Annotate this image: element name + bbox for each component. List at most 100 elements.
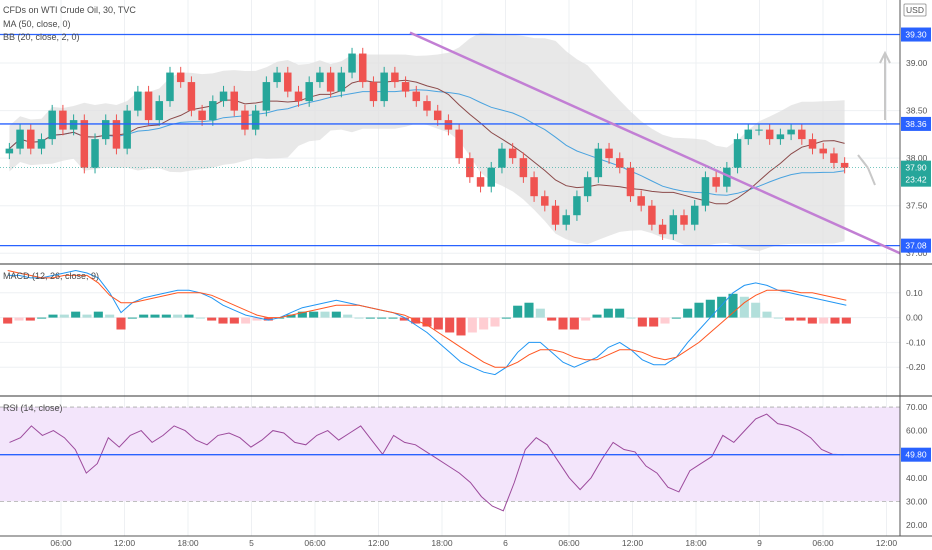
macd-histogram-bar <box>456 317 466 336</box>
time-tick-label: 5 <box>249 538 254 548</box>
candle-body <box>273 72 281 83</box>
rsi-tick-label: 20.00 <box>906 520 928 530</box>
macd-histogram-bar <box>739 296 749 318</box>
time-tick-label: 12:00 <box>622 538 644 548</box>
rsi-line <box>9 413 844 512</box>
bar-countdown-label: 23:42 <box>905 175 927 185</box>
macd-histogram-bar <box>592 314 602 318</box>
candle-body <box>690 205 699 225</box>
macd-histogram-bar <box>490 317 500 327</box>
time-tick-label: 12:00 <box>114 538 136 548</box>
candle-body <box>723 167 731 187</box>
macd-histogram-bar <box>207 317 217 321</box>
candle-body <box>830 153 838 163</box>
level-price-tag <box>901 238 931 253</box>
candle-body <box>476 177 485 187</box>
macd-histogram-bar <box>161 314 171 318</box>
candle-body <box>91 139 99 168</box>
chart-title: CFDs on WTI Crude Oil, 30, TVC <box>3 5 136 15</box>
candle-body <box>27 129 35 149</box>
candle-body <box>412 91 421 102</box>
time-tick-label: 06:00 <box>304 538 326 548</box>
rsi-panel[interactable] <box>0 406 900 512</box>
candle-body <box>680 215 688 225</box>
macd-histogram-bar <box>841 317 851 324</box>
candle-body <box>551 205 560 225</box>
macd-histogram-bar <box>422 317 432 327</box>
macd-histogram-bar <box>71 311 81 318</box>
candle-body <box>230 91 238 111</box>
macd-histogram-bar <box>173 314 183 318</box>
candle-body <box>669 215 678 235</box>
bb-indicator-label[interactable]: BB (20, close, 2, 0) <box>3 32 80 42</box>
macd-histogram-bar <box>694 302 704 318</box>
candle-body <box>5 148 14 154</box>
macd-histogram-bar <box>433 317 443 330</box>
candle-body <box>498 148 506 168</box>
rsi-tick-label: 40.00 <box>906 473 928 483</box>
candle-body <box>101 120 110 140</box>
macd-histogram-bar <box>819 317 829 324</box>
macd-histogram-bar <box>377 317 387 319</box>
currency-box[interactable] <box>903 3 927 17</box>
candle-body <box>508 148 517 159</box>
candle-body <box>123 110 131 149</box>
candle-body <box>808 139 817 149</box>
macd-histogram-bar <box>139 314 149 318</box>
macd-histogram-bar <box>309 311 319 318</box>
macd-panel[interactable] <box>3 269 851 376</box>
candle-body <box>423 101 431 111</box>
price-tick-label: 38.00 <box>906 153 928 163</box>
macd-histogram-bar <box>445 317 455 333</box>
macd-histogram-bar <box>762 311 772 318</box>
candle-body <box>519 158 528 178</box>
macd-histogram-bar <box>751 302 761 318</box>
macd-tick-label: 0.10 <box>906 288 923 298</box>
last-price-label: 37.90 <box>905 163 927 173</box>
candle-body <box>562 215 570 225</box>
macd-histogram-bar <box>25 317 35 321</box>
macd-histogram-bar <box>82 314 92 318</box>
macd-histogram-bar <box>637 317 647 327</box>
macd-histogram-bar <box>127 317 137 319</box>
time-tick-label: 06:00 <box>812 538 834 548</box>
macd-histogram-bar <box>286 314 296 318</box>
time-tick-label: 18:00 <box>685 538 707 548</box>
level-price-label: 38.36 <box>905 119 927 129</box>
macd-histogram-bar <box>218 317 228 324</box>
macd-histogram-bar <box>569 317 579 330</box>
macd-histogram-bar <box>649 317 659 327</box>
axis-labels: 39.00 38.50 38.00 37.50 37.00 0.10 0.00 -0.10 -0… <box>901 27 931 530</box>
macd-histogram-bar <box>785 317 795 321</box>
macd-histogram-bar <box>705 299 715 318</box>
candle-body <box>16 129 24 149</box>
signal-line <box>7 270 847 368</box>
time-tick-label: 06:00 <box>50 538 72 548</box>
candle-body <box>391 72 399 83</box>
price-panel[interactable] <box>0 31 901 255</box>
rsi-indicator-label[interactable]: RSI (14, close) <box>3 403 63 413</box>
macd-histogram-bar <box>184 314 194 318</box>
macd-histogram-bar <box>354 317 364 319</box>
candle-body <box>755 129 763 131</box>
projection-arrow-up-head <box>879 50 891 64</box>
candle-body <box>198 110 206 121</box>
candle-body <box>616 158 624 168</box>
candle-body <box>701 177 710 206</box>
macd-histogram-bar <box>331 311 341 318</box>
candle-body <box>819 148 827 154</box>
macd-histogram-bar <box>399 317 409 321</box>
candle-body <box>401 82 410 92</box>
candle-body <box>798 129 806 140</box>
macd-histogram-bar <box>547 317 557 321</box>
candle-body <box>541 196 549 206</box>
macd-histogram-bar <box>343 314 353 318</box>
macd-tick-label: 0.00 <box>906 313 923 323</box>
candle-body <box>455 129 463 159</box>
downtrend-line <box>409 31 901 255</box>
level-price-tag <box>901 116 931 131</box>
macd-histogram-bar <box>626 317 636 319</box>
macd-indicator-label[interactable]: MACD (12, 26, close, 9) <box>3 271 99 281</box>
ma-indicator-label[interactable]: MA (50, close, 0) <box>3 19 71 29</box>
